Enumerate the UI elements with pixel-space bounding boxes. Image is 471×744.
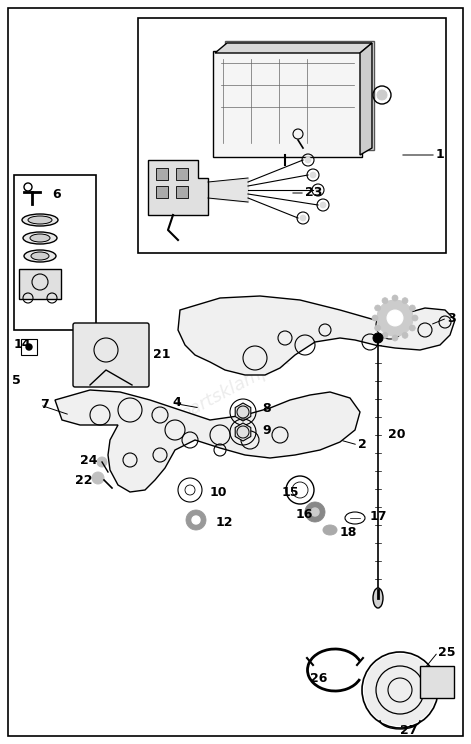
Text: 18: 18 (340, 527, 357, 539)
Text: 23: 23 (305, 187, 322, 199)
FancyBboxPatch shape (19, 269, 61, 299)
Text: 24: 24 (80, 454, 97, 466)
Circle shape (373, 333, 383, 343)
Text: 22: 22 (75, 473, 92, 487)
Bar (138, 18, 446, 253)
Circle shape (409, 305, 415, 311)
Bar (176, 186, 188, 198)
Text: 16: 16 (296, 508, 313, 522)
FancyBboxPatch shape (21, 339, 37, 355)
Circle shape (311, 508, 319, 516)
Ellipse shape (24, 250, 56, 262)
Circle shape (374, 325, 381, 331)
Circle shape (372, 315, 378, 321)
Ellipse shape (30, 234, 50, 242)
Circle shape (305, 157, 311, 163)
Circle shape (26, 344, 32, 350)
Text: 8: 8 (262, 402, 271, 414)
Polygon shape (360, 43, 372, 155)
Circle shape (392, 295, 398, 301)
Ellipse shape (373, 588, 383, 608)
Circle shape (387, 310, 403, 326)
Text: 26: 26 (310, 672, 327, 684)
Circle shape (382, 298, 388, 304)
Polygon shape (215, 43, 372, 53)
Circle shape (412, 315, 418, 321)
Bar (156, 186, 168, 198)
Text: 17: 17 (370, 510, 388, 522)
Ellipse shape (323, 525, 337, 535)
Circle shape (192, 516, 200, 524)
Bar (156, 168, 168, 180)
Text: 27: 27 (400, 723, 417, 737)
Text: 7: 7 (40, 399, 49, 411)
Text: 21: 21 (153, 348, 171, 362)
Circle shape (92, 472, 104, 484)
Ellipse shape (31, 252, 49, 260)
Text: 3: 3 (447, 312, 455, 324)
Circle shape (377, 90, 387, 100)
Circle shape (310, 172, 316, 178)
Circle shape (186, 510, 206, 530)
Text: 12: 12 (216, 516, 234, 528)
Ellipse shape (28, 216, 52, 224)
Text: partsklampok: partsklampok (177, 350, 294, 423)
FancyBboxPatch shape (420, 666, 454, 698)
FancyBboxPatch shape (73, 323, 149, 387)
Text: 4: 4 (172, 397, 181, 409)
Circle shape (402, 333, 408, 339)
Text: 1: 1 (436, 149, 445, 161)
Circle shape (382, 333, 388, 339)
FancyBboxPatch shape (213, 51, 362, 157)
Text: 14: 14 (14, 339, 32, 351)
Ellipse shape (23, 232, 57, 244)
Text: 2: 2 (358, 438, 367, 452)
Text: 5: 5 (12, 373, 21, 386)
Bar (14, 175, 96, 330)
Circle shape (374, 305, 381, 311)
Polygon shape (148, 160, 208, 215)
Text: 10: 10 (210, 486, 227, 498)
FancyBboxPatch shape (225, 41, 374, 150)
Circle shape (364, 654, 436, 726)
Text: 9: 9 (262, 423, 271, 437)
Circle shape (97, 457, 107, 467)
Polygon shape (178, 296, 455, 375)
Text: 25: 25 (438, 646, 455, 658)
Circle shape (305, 502, 325, 522)
Circle shape (377, 300, 413, 336)
Text: 15: 15 (282, 486, 300, 498)
Bar (176, 168, 188, 180)
Circle shape (315, 187, 321, 193)
Circle shape (320, 202, 326, 208)
Circle shape (392, 335, 398, 341)
Circle shape (402, 298, 408, 304)
Text: 6: 6 (52, 188, 61, 202)
Circle shape (409, 325, 415, 331)
Text: 20: 20 (388, 429, 406, 441)
Ellipse shape (22, 214, 58, 226)
Polygon shape (55, 390, 360, 492)
Circle shape (300, 215, 306, 221)
